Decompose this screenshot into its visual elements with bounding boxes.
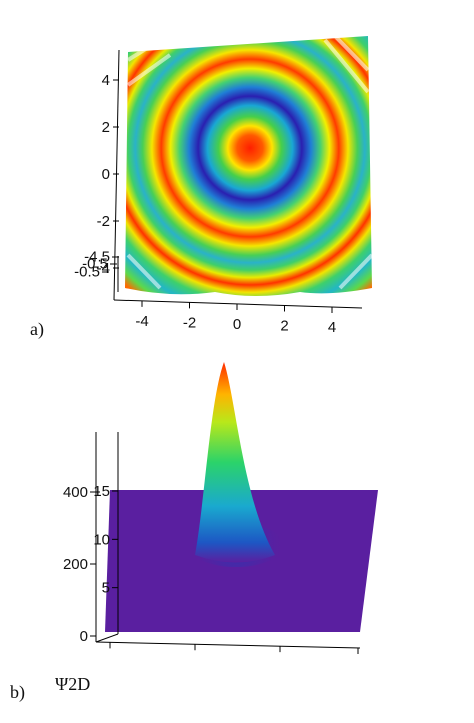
gaussian-peak [195, 362, 275, 563]
inner-z-tick-label: 5 [102, 580, 110, 597]
z-axis [95, 432, 361, 649]
z-tick-label: -0.5 [82, 256, 108, 273]
panel-b-surface-plot: 400 200 0 15 10 5 b) Ψ2D [10, 362, 378, 703]
z-tick-label: -4.5 [84, 249, 110, 266]
x-axis-line [113, 299, 363, 309]
y-axis-line [113, 49, 120, 301]
z-tick-label: -0.5 [74, 264, 100, 281]
y-axis: 4 2 0 -2 -4 [97, 49, 120, 301]
inner-z-tick-label: 15 [93, 483, 110, 500]
x-axis-line [95, 641, 361, 649]
panel-a-surface-plot: 4 2 0 -2 -4 -4 -2 0 2 4 -0.5-0.5-4.5 a) [30, 36, 372, 340]
panel-b-title: Ψ2D [55, 674, 90, 694]
y-tick-label: -2 [97, 213, 110, 230]
x-tick-label: 2 [280, 318, 288, 335]
inner-z-tick-label: 10 [93, 531, 110, 548]
z-tick-label: 0 [80, 628, 88, 645]
y-tick-label: -4 [97, 260, 110, 277]
z-ticks: 400 200 0 15 10 5 [63, 483, 359, 654]
x-tick-label: -4 [135, 313, 148, 330]
x-tick-label: -2 [183, 314, 196, 331]
y-tick-label: 2 [102, 119, 110, 136]
panel-a-label: a) [30, 319, 44, 340]
z-axis: -0.5-0.5-4.5 [74, 249, 119, 292]
z-tick-label: 200 [63, 556, 88, 573]
x-tick-label: 0 [233, 316, 241, 333]
z-tick-label: 400 [63, 484, 88, 501]
x-tick-label: 4 [328, 319, 336, 336]
x-axis: -4 -2 0 2 4 [113, 299, 363, 336]
y-tick-label: 0 [102, 166, 110, 183]
axis-connector [95, 633, 119, 643]
y-tick-label: 4 [102, 72, 110, 89]
panel-b-label: b) [10, 682, 25, 703]
ring-surface [125, 36, 372, 296]
